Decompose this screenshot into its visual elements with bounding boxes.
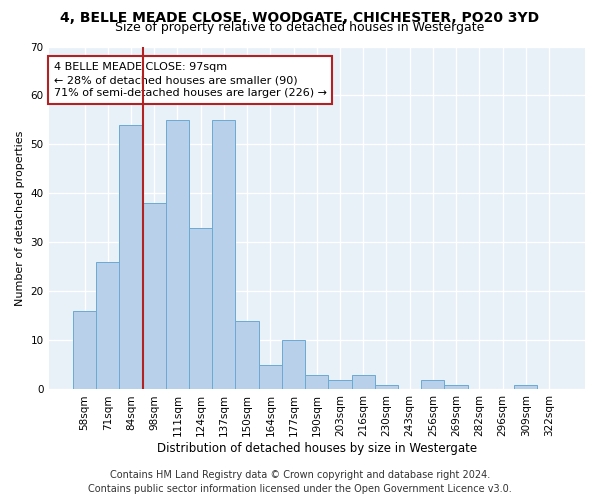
- Bar: [445, 384, 468, 390]
- Bar: [352, 375, 375, 390]
- Bar: [212, 120, 235, 390]
- Bar: [305, 375, 328, 390]
- Bar: [189, 228, 212, 390]
- Bar: [259, 365, 282, 390]
- Text: Contains HM Land Registry data © Crown copyright and database right 2024.
Contai: Contains HM Land Registry data © Crown c…: [88, 470, 512, 494]
- Bar: [166, 120, 189, 390]
- Bar: [73, 311, 96, 390]
- Text: 4 BELLE MEADE CLOSE: 97sqm
← 28% of detached houses are smaller (90)
71% of semi: 4 BELLE MEADE CLOSE: 97sqm ← 28% of deta…: [54, 62, 327, 98]
- X-axis label: Distribution of detached houses by size in Westergate: Distribution of detached houses by size …: [157, 442, 477, 455]
- Y-axis label: Number of detached properties: Number of detached properties: [15, 130, 25, 306]
- Bar: [375, 384, 398, 390]
- Text: 4, BELLE MEADE CLOSE, WOODGATE, CHICHESTER, PO20 3YD: 4, BELLE MEADE CLOSE, WOODGATE, CHICHEST…: [61, 11, 539, 25]
- Bar: [328, 380, 352, 390]
- Bar: [143, 204, 166, 390]
- Bar: [282, 340, 305, 390]
- Bar: [514, 384, 538, 390]
- Bar: [119, 125, 143, 390]
- Bar: [421, 380, 445, 390]
- Bar: [235, 321, 259, 390]
- Bar: [96, 262, 119, 390]
- Text: Size of property relative to detached houses in Westergate: Size of property relative to detached ho…: [115, 22, 485, 35]
